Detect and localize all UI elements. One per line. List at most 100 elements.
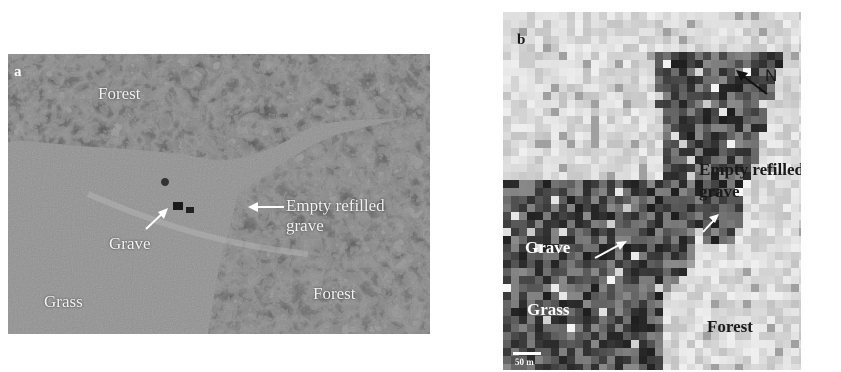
pixel bbox=[599, 188, 607, 196]
pixel bbox=[503, 228, 511, 236]
pixel bbox=[647, 236, 655, 244]
pixel bbox=[639, 108, 647, 116]
pixel bbox=[567, 228, 575, 236]
pixel bbox=[623, 332, 631, 340]
pixel bbox=[655, 316, 663, 324]
pixel bbox=[767, 140, 775, 148]
pixel bbox=[663, 28, 671, 36]
pixel bbox=[751, 124, 759, 132]
pixel bbox=[543, 324, 551, 332]
pixel bbox=[655, 100, 663, 108]
pixel bbox=[583, 268, 591, 276]
pixel bbox=[503, 364, 511, 370]
pixel bbox=[511, 28, 519, 36]
pixel bbox=[591, 324, 599, 332]
pixel bbox=[759, 20, 767, 28]
pixel bbox=[527, 316, 535, 324]
pixel bbox=[639, 220, 647, 228]
pixel bbox=[567, 300, 575, 308]
pixel bbox=[767, 196, 775, 204]
pixel bbox=[599, 204, 607, 212]
pixel bbox=[695, 300, 703, 308]
pixel bbox=[775, 260, 783, 268]
pixel bbox=[751, 212, 759, 220]
pixel bbox=[743, 12, 751, 20]
pixel bbox=[599, 28, 607, 36]
pixel bbox=[575, 276, 583, 284]
pixel bbox=[543, 92, 551, 100]
pixel bbox=[647, 204, 655, 212]
pixel bbox=[735, 268, 743, 276]
pixel bbox=[791, 356, 799, 364]
pixel bbox=[671, 172, 679, 180]
pixel bbox=[503, 292, 511, 300]
pixel bbox=[767, 348, 775, 356]
pixel bbox=[639, 84, 647, 92]
pixel bbox=[591, 12, 599, 20]
pixel bbox=[783, 268, 791, 276]
pixel bbox=[615, 52, 623, 60]
pixel bbox=[511, 292, 519, 300]
pixel bbox=[623, 364, 631, 370]
pixel bbox=[727, 68, 735, 76]
pixel bbox=[719, 116, 727, 124]
pixel bbox=[591, 244, 599, 252]
pixel bbox=[655, 324, 663, 332]
pixel bbox=[703, 244, 711, 252]
pixel bbox=[551, 44, 559, 52]
pixel bbox=[655, 132, 663, 140]
pixel bbox=[631, 140, 639, 148]
pixel bbox=[687, 268, 695, 276]
pixel bbox=[783, 324, 791, 332]
pixel bbox=[615, 316, 623, 324]
pixel bbox=[551, 124, 559, 132]
pixel bbox=[599, 116, 607, 124]
pixel bbox=[623, 260, 631, 268]
pixel bbox=[583, 92, 591, 100]
pixel bbox=[647, 132, 655, 140]
pixel bbox=[735, 60, 743, 68]
pixel bbox=[719, 204, 727, 212]
pixel bbox=[503, 36, 511, 44]
pixel bbox=[663, 156, 671, 164]
pixel bbox=[623, 36, 631, 44]
pixel bbox=[631, 364, 639, 370]
pixel bbox=[543, 108, 551, 116]
pixel bbox=[751, 100, 759, 108]
pixel bbox=[759, 324, 767, 332]
pixel bbox=[671, 260, 679, 268]
pixel bbox=[535, 100, 543, 108]
pixel bbox=[711, 172, 719, 180]
label-grave: Grave bbox=[109, 234, 151, 253]
pixel bbox=[559, 220, 567, 228]
pixel bbox=[783, 84, 791, 92]
pixel bbox=[527, 36, 535, 44]
pixel bbox=[727, 36, 735, 44]
pixel bbox=[783, 92, 791, 100]
pixel bbox=[567, 36, 575, 44]
pixel bbox=[583, 356, 591, 364]
pixel bbox=[743, 180, 751, 188]
pixel bbox=[799, 100, 801, 108]
pixel bbox=[503, 324, 511, 332]
pixel bbox=[575, 292, 583, 300]
pixel bbox=[615, 188, 623, 196]
pixel bbox=[695, 276, 703, 284]
pixel bbox=[719, 148, 727, 156]
pixel bbox=[719, 252, 727, 260]
pixel bbox=[583, 316, 591, 324]
pixel bbox=[727, 284, 735, 292]
pixel bbox=[735, 260, 743, 268]
pixel bbox=[719, 92, 727, 100]
pixel bbox=[759, 76, 767, 84]
pixel bbox=[511, 140, 519, 148]
pixel bbox=[599, 172, 607, 180]
pixel bbox=[559, 196, 567, 204]
pixel bbox=[759, 284, 767, 292]
pixel bbox=[799, 236, 801, 244]
pixel bbox=[727, 268, 735, 276]
pixel bbox=[791, 204, 799, 212]
pixel bbox=[727, 316, 735, 324]
pixel bbox=[583, 276, 591, 284]
pixel bbox=[671, 44, 679, 52]
